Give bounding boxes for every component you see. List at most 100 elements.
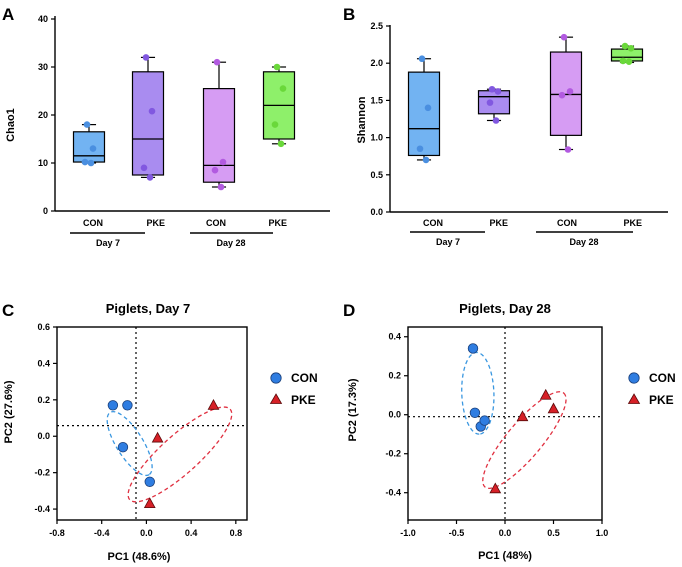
x-tick-label: 1.0: [596, 528, 609, 538]
data-point-con: [122, 400, 133, 411]
data-point-con: [479, 415, 490, 426]
y-tick-label: 0: [43, 206, 48, 216]
group-label-day-28: Day 28: [216, 238, 245, 248]
data-point: [418, 55, 426, 63]
data-point: [488, 85, 496, 93]
panel-b-box-chart: B Shannon CON PKE CON PKE Day 7 Day 28 0…: [343, 5, 668, 247]
data-point-pke: [516, 410, 529, 422]
y-tick-label: 0.2: [37, 395, 50, 405]
data-point-con: [467, 343, 479, 354]
confidence-ellipse: [461, 351, 495, 435]
x-tick-label-pke: PKE: [268, 218, 287, 228]
data-point: [566, 88, 574, 95]
data-point: [89, 145, 97, 152]
x-tick-label: 0.0: [140, 528, 153, 538]
panel-label-c: C: [2, 301, 14, 320]
x-tick-label: 0.8: [230, 528, 243, 538]
x-tick-label-con: CON: [557, 218, 577, 228]
data-point: [492, 117, 500, 124]
box-iqr: [72, 131, 106, 163]
data-point-pke: [489, 482, 502, 494]
x-tick-label-pke: PKE: [146, 218, 165, 228]
data-point: [619, 57, 627, 65]
legend-triangle-marker: [269, 393, 283, 404]
group-label-day-7: Day 7: [436, 237, 460, 247]
y-tick-label: -0.2: [34, 468, 50, 478]
data-point: [140, 164, 148, 172]
y-tick-label: 0.4: [388, 332, 401, 342]
group-label-day-7: Day 7: [96, 238, 120, 248]
data-point-pke: [207, 398, 220, 410]
data-point: [279, 85, 287, 92]
data-point: [625, 58, 633, 66]
panel-label-a: A: [2, 5, 14, 24]
x-tick-label-con: CON: [206, 218, 226, 228]
data-point: [87, 159, 95, 167]
x-tick-label: -0.5: [449, 528, 465, 538]
data-point: [564, 146, 572, 153]
data-point-pke: [547, 402, 560, 414]
legend-label-con: CON: [291, 371, 318, 385]
data-point-pke: [143, 497, 156, 509]
y-tick-label: 0.0: [388, 410, 401, 420]
y-tick-label: 0.0: [370, 207, 383, 217]
legend-circle-marker: [628, 372, 640, 384]
legend-label-pke: PKE: [649, 393, 674, 407]
y-tick-label: -0.2: [385, 449, 401, 459]
data-point: [211, 166, 219, 174]
y-tick-label: 40: [38, 14, 48, 24]
y-tick-label: 1.5: [370, 95, 383, 105]
data-point-pke: [539, 388, 552, 400]
data-point: [83, 121, 91, 128]
legend-triangle-marker: [627, 393, 641, 404]
legend-circle-marker: [270, 372, 282, 384]
panel-label-b: B: [343, 5, 355, 24]
y-axis-label: Chao1: [5, 108, 17, 142]
y-tick-label: 2.0: [370, 58, 383, 68]
data-point-con: [144, 476, 155, 487]
y-axis-label: PC2 (27.6%): [3, 380, 15, 443]
data-point: [422, 156, 430, 164]
confidence-ellipse: [482, 391, 567, 490]
data-point: [148, 107, 156, 115]
y-tick-label: -0.4: [385, 488, 401, 498]
data-point: [416, 145, 424, 153]
y-tick-label: 1.0: [370, 133, 383, 143]
x-tick-label-con: CON: [83, 218, 103, 228]
x-tick-label: 0.5: [547, 528, 560, 538]
plot-title: Piglets, Day 28: [459, 301, 551, 316]
box-iqr: [549, 51, 583, 136]
data-point-con: [107, 400, 119, 411]
data-point: [560, 33, 568, 41]
plot-frame: [56, 326, 248, 521]
confidence-ellipse: [106, 410, 153, 477]
data-point: [271, 121, 279, 128]
confidence-ellipse: [127, 406, 233, 503]
data-point: [273, 63, 281, 71]
box-iqr: [202, 87, 236, 183]
data-point-con: [117, 441, 129, 453]
x-axis-label: PC1 (48.6%): [108, 551, 171, 563]
data-point: [277, 140, 285, 148]
data-point: [81, 158, 89, 166]
y-axis-label: Shannon: [356, 96, 368, 143]
panel-a-box-chart: A Chao1 CON PKE CON PKE Day 7 Day 28 0 10…: [2, 5, 330, 248]
box-iqr: [131, 71, 165, 176]
x-tick-label-pke: PKE: [623, 218, 642, 228]
x-tick-label: -1.0: [400, 528, 416, 538]
panel-d-pca-scatter: D Piglets, Day 28 PC2 (17.3%) PC1 (48%) …: [343, 301, 676, 562]
data-point: [486, 99, 494, 106]
x-tick-label: 0.0: [499, 528, 512, 538]
y-tick-label: 0.4: [37, 358, 50, 368]
y-tick-label: 0.2: [388, 371, 401, 381]
legend-label-pke: PKE: [291, 393, 316, 407]
x-tick-label-con: CON: [423, 218, 443, 228]
data-point-pke: [151, 431, 164, 443]
x-tick-label: -0.4: [94, 528, 110, 538]
y-axis-label: PC2 (17.3%): [347, 378, 359, 441]
data-point: [627, 45, 635, 52]
data-point: [217, 183, 225, 191]
data-point: [219, 158, 227, 166]
y-tick-label: 2.5: [370, 21, 383, 31]
